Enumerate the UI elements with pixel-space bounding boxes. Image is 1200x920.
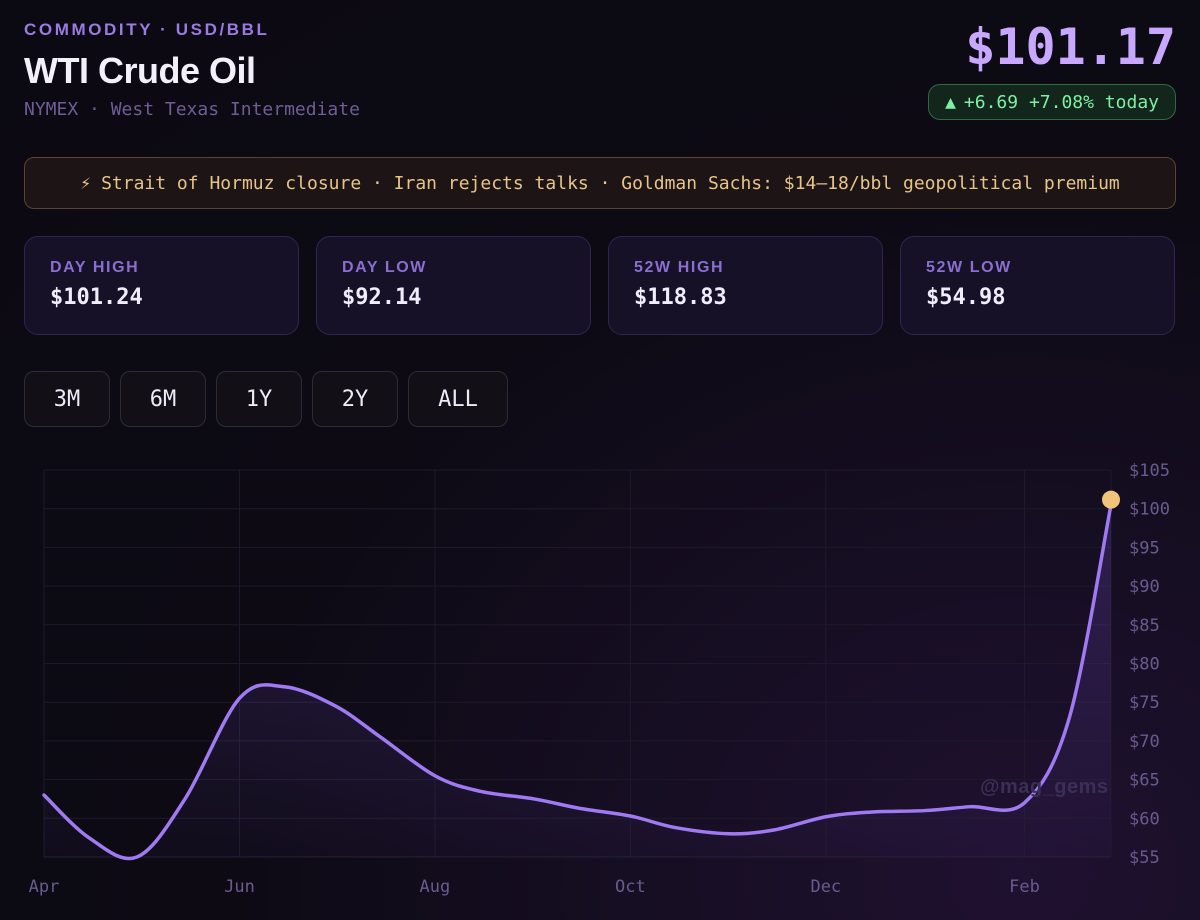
x-tick-label: Oct: [615, 877, 646, 897]
stat-label: 52W HIGH: [634, 259, 725, 276]
price-chart: $55 $60 $65 $70 $75 $80 $85 $90 $95 $100 $105 Apr Ju…: [0, 455, 1200, 920]
stat-label: DAY LOW: [342, 259, 427, 276]
y-tick-label: $60: [1129, 809, 1160, 829]
stat-label: 52W LOW: [926, 259, 1012, 276]
range-button-all[interactable]: ALL: [408, 371, 508, 427]
lightning-bolt-icon: ⚡: [80, 172, 92, 194]
stat-value: $54.98: [926, 285, 1006, 310]
stat-value: $92.14: [342, 285, 422, 310]
commodity-eyebrow: COMMODITY · USD/BBL: [24, 20, 270, 39]
news-text: Strait of Hormuz closure · Iran rejects …: [101, 172, 1120, 194]
price-line: [42, 503, 1113, 861]
range-button-3m[interactable]: 3M: [24, 371, 110, 427]
stat-card-day-high: DAY HIGH $101.24: [24, 236, 299, 335]
range-button-2y[interactable]: 2Y: [312, 371, 398, 427]
stat-card-52w-high: 52W HIGH $118.83: [608, 236, 883, 335]
current-price: $101.17: [965, 18, 1176, 76]
price-chart-svg: $55 $60 $65 $70 $75 $80 $85 $90 $95 $100 $105 Apr Ju…: [29, 461, 1170, 897]
last-price-marker: [1102, 490, 1120, 509]
x-tick-label: Aug: [420, 877, 451, 897]
stat-card-day-low: DAY LOW $92.14: [316, 236, 591, 335]
y-tick-label: $105: [1129, 461, 1170, 481]
y-tick-label: $80: [1129, 655, 1160, 675]
stat-card-52w-low: 52W LOW $54.98: [900, 236, 1175, 335]
stat-value: $118.83: [634, 285, 727, 310]
x-tick-label: Dec: [810, 877, 841, 897]
stat-label: DAY HIGH: [50, 259, 140, 276]
x-tick-label: Feb: [1009, 877, 1040, 897]
y-tick-label: $75: [1129, 693, 1160, 713]
x-tick-label: Apr: [29, 877, 60, 897]
daily-change-badge: ▲ +6.69 +7.08% today: [928, 84, 1176, 120]
page-title: WTI Crude Oil: [24, 50, 256, 91]
up-arrow-icon: ▲: [945, 91, 956, 113]
y-tick-label: $95: [1129, 538, 1160, 558]
exchange-subtitle: NYMEX · West Texas Intermediate: [24, 99, 360, 120]
watermark: @mag_gems: [980, 776, 1109, 798]
x-tick-label: Jun: [224, 877, 255, 897]
y-tick-label: $70: [1129, 732, 1160, 752]
range-button-1y[interactable]: 1Y: [216, 371, 302, 427]
y-tick-label: $55: [1129, 848, 1160, 868]
stat-value: $101.24: [50, 285, 143, 310]
y-tick-label: $85: [1129, 616, 1160, 636]
range-button-6m[interactable]: 6M: [120, 371, 206, 427]
news-banner: ⚡ Strait of Hormuz closure · Iran reject…: [24, 157, 1176, 209]
y-tick-label: $90: [1129, 577, 1160, 597]
daily-change-text: +6.69 +7.08% today: [963, 91, 1159, 113]
y-tick-label: $65: [1129, 771, 1160, 791]
price-area-fill: [44, 504, 1111, 859]
y-tick-label: $100: [1129, 500, 1170, 520]
